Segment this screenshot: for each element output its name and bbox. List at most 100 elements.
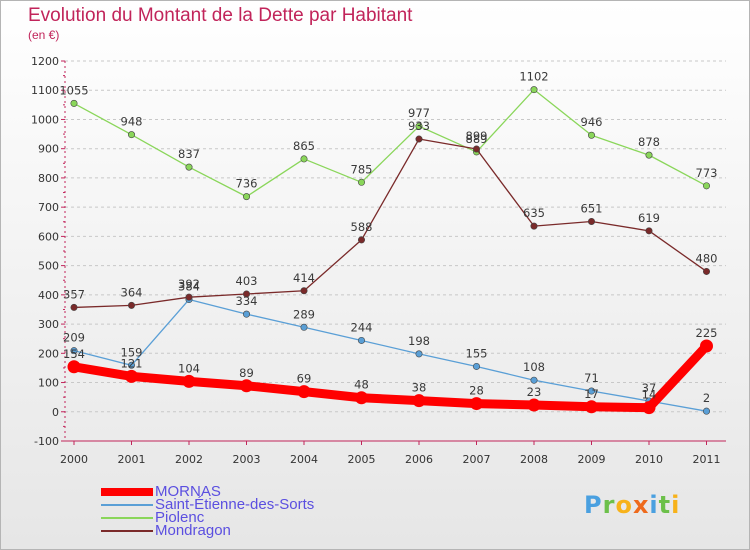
data-label: 154 (63, 347, 85, 361)
data-label: 619 (638, 211, 660, 225)
y-tick-label: 1000 (31, 113, 59, 126)
series-point (70, 303, 78, 311)
series-point (243, 290, 251, 298)
series-point (125, 369, 138, 383)
series-line-MORNAS (69, 341, 711, 413)
data-label: 48 (354, 378, 369, 392)
series-point (645, 227, 653, 235)
data-label: 28 (469, 384, 484, 398)
x-tick-label: 2006 (405, 453, 433, 466)
chart-title: Evolution du Montant de la Dette par Hab… (28, 5, 413, 26)
series-point (472, 362, 480, 370)
proxiti-logo: Proxiti (584, 491, 680, 519)
series-point (530, 86, 538, 94)
series-point (240, 379, 253, 393)
y-tick-label: 900 (38, 143, 59, 156)
y-tick-label: 300 (38, 318, 59, 331)
data-label: 69 (297, 372, 312, 386)
series-point (128, 301, 136, 309)
series-point (243, 193, 251, 201)
series-point (357, 336, 365, 344)
data-label: 736 (236, 177, 258, 191)
y-tick-label: 200 (38, 347, 59, 360)
x-tick-label: 2009 (578, 453, 606, 466)
legend-swatch (101, 504, 153, 506)
data-label: 104 (178, 361, 200, 375)
logo-letter: i (649, 491, 659, 519)
series-point (128, 361, 136, 369)
data-label: 878 (638, 135, 660, 149)
logo-letter: o (615, 491, 633, 519)
series-point (182, 374, 196, 388)
logo-letter: t (658, 491, 672, 519)
series-point (70, 347, 78, 355)
x-tick-label: 2004 (290, 453, 318, 466)
series-point (300, 323, 308, 331)
data-label: 946 (581, 115, 603, 129)
data-label: 364 (121, 285, 143, 299)
logo-letter: i (671, 491, 681, 519)
legend-label: Saint-Étienne-des-Sorts (155, 496, 315, 513)
series-point (300, 287, 308, 295)
data-label: 384 (178, 280, 200, 294)
data-label: 198 (408, 334, 430, 348)
series-point (530, 376, 538, 384)
legend-swatch (101, 517, 153, 519)
series-point (645, 151, 653, 159)
logo-letter: P (584, 491, 603, 519)
series-point (642, 401, 656, 415)
data-label: 23 (527, 385, 542, 399)
series-point (357, 236, 365, 244)
y-tick-label: 500 (38, 260, 59, 273)
data-label: 889 (466, 132, 488, 146)
legend-label: Mondragon (155, 522, 231, 539)
series-point (702, 182, 710, 190)
data-label: 480 (696, 251, 718, 265)
series-point (67, 360, 81, 374)
data-label: 17 (584, 387, 599, 401)
data-label: 899 (466, 129, 488, 143)
x-tick-label: 2007 (463, 453, 491, 466)
series-line-Piolenc (73, 88, 708, 198)
data-label: 837 (178, 147, 200, 161)
x-tick-label: 2000 (60, 453, 88, 466)
logo-letter: x (632, 491, 650, 519)
y-tick-label: 700 (38, 201, 59, 214)
chart-unit-label: (en €) (28, 28, 60, 42)
series-point (472, 145, 480, 153)
data-label: 14 (642, 388, 657, 402)
logo-letter: r (602, 491, 616, 519)
series-line-Saint-Étienne-des-Sorts (73, 298, 708, 412)
series-point (355, 391, 368, 405)
y-tick-label: 600 (38, 230, 59, 243)
data-label: 71 (584, 371, 599, 385)
series-point (527, 398, 541, 412)
x-tick-label: 2001 (118, 453, 146, 466)
y-tick-label: 800 (38, 172, 59, 185)
y-tick-label: 1200 (31, 55, 59, 68)
data-label: 357 (63, 287, 85, 301)
data-label: 89 (239, 366, 254, 380)
legend-label: MORNAS (155, 483, 221, 500)
x-tick-label: 2011 (693, 453, 721, 466)
x-tick-label: 2010 (635, 453, 663, 466)
x-tick-label: 2005 (348, 453, 376, 466)
data-label: 121 (121, 356, 143, 370)
series-point (185, 163, 193, 171)
data-label: 403 (236, 274, 258, 288)
series-point (587, 387, 595, 395)
data-label: 865 (293, 139, 315, 153)
series-point (530, 222, 538, 230)
series-point (470, 397, 483, 411)
y-tick-label: 100 (38, 377, 59, 390)
x-tick-label: 2003 (233, 453, 261, 466)
series-point (185, 293, 193, 301)
data-label: 159 (121, 345, 143, 359)
y-tick-label: 400 (38, 289, 59, 302)
series-point (700, 339, 713, 353)
series-point (702, 267, 710, 275)
data-label: 588 (351, 220, 373, 234)
series-line-Mondragon (73, 138, 708, 309)
